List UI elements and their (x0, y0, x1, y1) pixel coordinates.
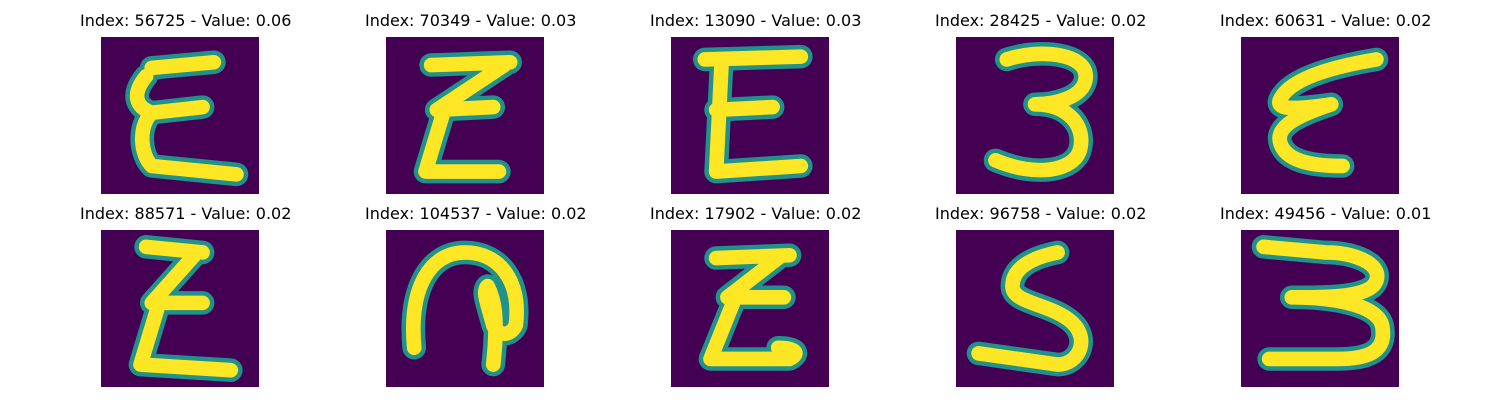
panel-1: Index: 56725 - Value: 0.06 (80, 10, 292, 194)
panel-4: Index: 28425 - Value: 0.02 (935, 10, 1147, 194)
panel-title: Index: 104537 - Value: 0.02 (365, 204, 587, 223)
glyph-image (956, 230, 1114, 387)
panel-title: Index: 70349 - Value: 0.03 (365, 11, 577, 30)
glyph-image (1241, 37, 1399, 194)
panel-10: Index: 49456 - Value: 0.01 (1220, 203, 1432, 387)
glyph-image (671, 230, 829, 387)
panel-3: Index: 13090 - Value: 0.03 (650, 10, 862, 194)
panel-title: Index: 49456 - Value: 0.01 (1220, 204, 1432, 223)
panel-5: Index: 60631 - Value: 0.02 (1220, 10, 1432, 194)
glyph-image (101, 37, 259, 194)
panel-8: Index: 17902 - Value: 0.02 (650, 203, 862, 387)
panel-title: Index: 60631 - Value: 0.02 (1220, 11, 1432, 30)
panel-title: Index: 88571 - Value: 0.02 (80, 204, 292, 223)
panel-title: Index: 56725 - Value: 0.06 (80, 11, 292, 30)
panel-7: Index: 104537 - Value: 0.02 (365, 203, 587, 387)
panel-9: Index: 96758 - Value: 0.02 (935, 203, 1147, 387)
glyph-image (386, 37, 544, 194)
glyph-image (1241, 230, 1399, 387)
panel-title: Index: 28425 - Value: 0.02 (935, 11, 1147, 30)
glyph-image (671, 37, 829, 194)
panel-title: Index: 13090 - Value: 0.03 (650, 11, 862, 30)
glyph-image (101, 230, 259, 387)
glyph-image (956, 37, 1114, 194)
panel-title: Index: 17902 - Value: 0.02 (650, 204, 862, 223)
glyph-image (386, 230, 544, 387)
panel-6: Index: 88571 - Value: 0.02 (80, 203, 292, 387)
panel-title: Index: 96758 - Value: 0.02 (935, 204, 1147, 223)
panel-2: Index: 70349 - Value: 0.03 (365, 10, 577, 194)
